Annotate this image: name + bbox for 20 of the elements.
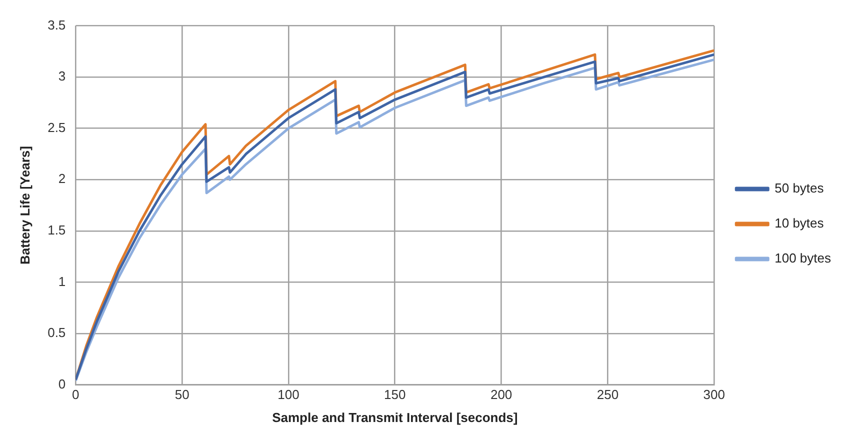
y-tick-label: 3.5 [48,17,66,32]
x-tick-label: 0 [72,387,80,402]
x-tick-label: 300 [703,387,725,402]
x-tick-label: 250 [596,387,619,402]
y-tick-label: 3 [58,68,66,84]
x-tick-label: 200 [490,387,512,402]
y-tick-label: 0 [58,376,66,392]
y-tick-label: 2.5 [48,120,66,135]
x-tick-label: 50 [174,387,190,402]
x-tick-label: 100 [278,387,300,402]
legend-label: 50 bytes [774,180,824,196]
legend-label: 100 bytes [774,250,832,266]
x-tick-label: 150 [384,387,406,402]
y-tick-label: 0.5 [48,325,66,340]
y-tick-label: 1.5 [48,222,66,238]
x-axis-title: Sample and Transmit Interval [seconds] [272,410,518,425]
legend-label: 10 bytes [774,216,824,231]
y-axis-title: Battery Life [Years] [17,146,32,265]
y-tick-label: 1 [58,274,66,289]
y-tick-label: 2 [58,171,66,186]
